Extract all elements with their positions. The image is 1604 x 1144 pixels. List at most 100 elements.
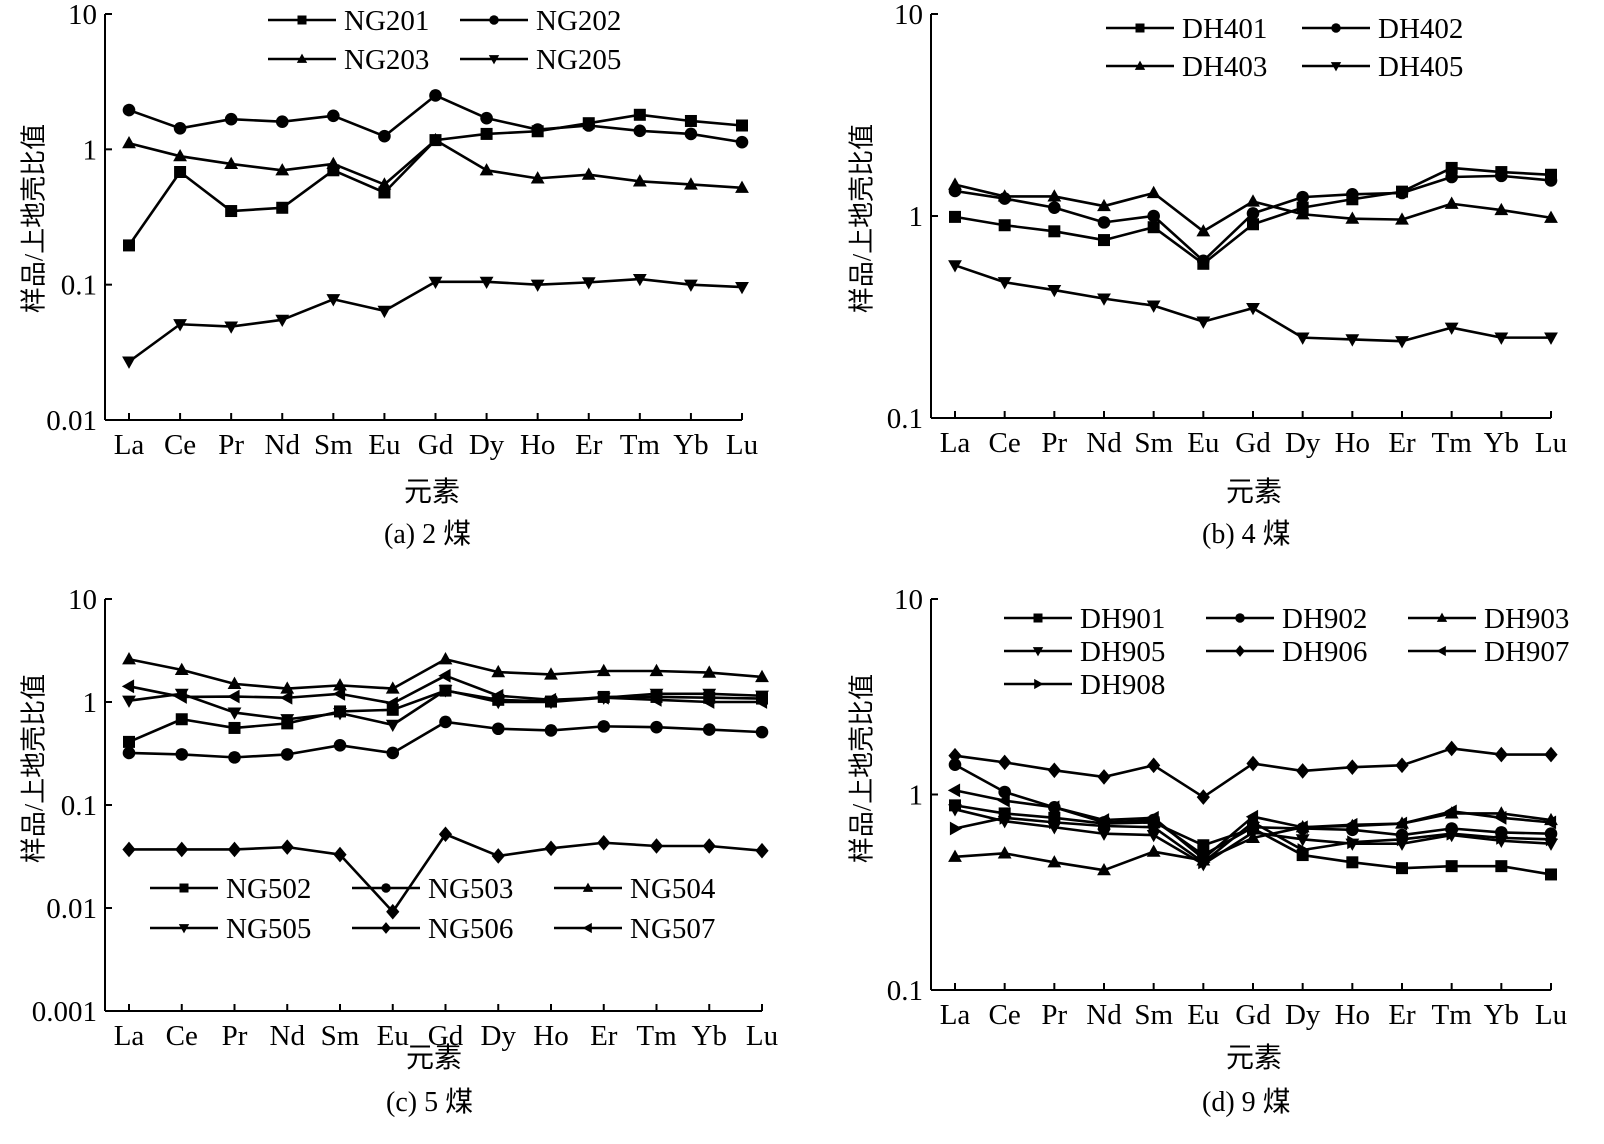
- chart-d-xtick-label: Lu: [1535, 999, 1567, 1031]
- chart-a-point-NG202: [327, 109, 340, 123]
- chart-d-point-DH901: [1545, 868, 1557, 881]
- chart-d-point-DH903: [948, 849, 962, 862]
- chart-a-legend-label: NG202: [536, 5, 621, 37]
- chart-d-xtick-label: Pr: [1041, 999, 1067, 1031]
- chart-c-point-NG502: [228, 721, 241, 734]
- chart-b-point-DH405: [1146, 300, 1161, 313]
- chart-a-point-NG202: [582, 119, 596, 132]
- chart-b-point-DH403: [1494, 202, 1509, 216]
- chart-a-point-NG205: [224, 321, 239, 334]
- chart-b-point-DH405: [948, 260, 962, 273]
- chart-d-point-DH903: [1047, 855, 1062, 868]
- chart-d-point-DH901: [1346, 856, 1359, 869]
- chart-c-point-NG504: [333, 678, 347, 691]
- chart-d-xtick-label: Nd: [1086, 999, 1122, 1031]
- chart-c-legend-item: NG504: [554, 873, 716, 905]
- chart-d-point-DH902: [948, 758, 962, 772]
- chart-d-ytick-label: 10: [894, 584, 923, 616]
- chart-c-xtick-label: Nd: [270, 1020, 306, 1052]
- chart-d-legend-label: DH901: [1080, 603, 1165, 635]
- chart-d-xtick-label: Eu: [1187, 999, 1219, 1031]
- chart-d-legend-marker: [1235, 645, 1245, 657]
- chart-b-legend-marker: [1331, 23, 1341, 33]
- chart-a-point-NG202: [378, 129, 391, 143]
- chart-a-xtick-label: Ce: [164, 429, 196, 461]
- chart-a-legend-marker: [297, 15, 307, 25]
- chart-d-point-DH901: [1197, 839, 1210, 852]
- chart-c-point-NG506: [386, 903, 400, 920]
- chart-b-point-DH402: [1296, 190, 1309, 204]
- chart-d-legend-marker: [1033, 613, 1043, 623]
- chart-c-legend-label: NG504: [630, 873, 716, 905]
- chart-d-point-DH906: [1047, 762, 1061, 779]
- chart-c-point-NG503: [333, 738, 347, 752]
- chart-a-point-NG205: [479, 276, 494, 289]
- chart-a-line-NG203: [128, 138, 743, 190]
- chart-a-point-NG202: [224, 112, 238, 126]
- chart-c-ytick-label: 0.1: [61, 790, 97, 822]
- chart-c-legend: NG502 NG503 NG504 NG505 NG506 NG507: [150, 873, 716, 945]
- chart-a-point-NG202: [633, 124, 647, 138]
- chart-c-point-NG504: [544, 667, 558, 680]
- chart-c-point-NG506: [122, 841, 136, 858]
- chart-c-point-NG503: [597, 720, 611, 733]
- chart-a-xtick-label: Gd: [418, 429, 454, 461]
- chart-a-ylabel: 样品/上地壳比值: [19, 123, 49, 314]
- chart-a-xtick-label: Er: [575, 429, 603, 461]
- chart-c-point-NG503: [280, 748, 294, 761]
- chart-c-legend-marker: [582, 922, 592, 934]
- chart-d-point-DH905: [1246, 827, 1260, 840]
- chart-b-point-DH402: [1246, 207, 1260, 220]
- chart-a-legend-marker: [296, 53, 308, 63]
- chart-b-xtick-label: Pr: [1041, 427, 1067, 459]
- chart-c-legend-marker: [178, 924, 190, 934]
- chart-a-point-NG203: [275, 163, 290, 176]
- chart-c-point-NG506: [175, 841, 189, 858]
- chart-c-ytick-label: 1: [83, 687, 98, 719]
- chart-c-point-NG505: [227, 707, 242, 720]
- chart-a-point-NG201: [225, 205, 238, 218]
- chart-b-point-DH405: [997, 277, 1012, 290]
- chart-a-xtick-label: Dy: [469, 429, 505, 461]
- chart-c-point-NG506: [227, 841, 242, 858]
- chart-c-point-NG506: [755, 842, 769, 859]
- chart-b-series-DH403: [948, 177, 1558, 237]
- chart-a-legend-marker: [488, 55, 500, 65]
- chart-b-point-DH402: [1544, 174, 1558, 187]
- chart-d-xtick-label: Er: [1388, 999, 1416, 1031]
- chart-a-point-NG203: [224, 156, 239, 170]
- chart-d-point-DH908: [949, 821, 963, 836]
- chart-c-point-NG504: [596, 663, 611, 677]
- chart-c-point-NG505: [280, 714, 295, 727]
- chart-a-point-NG203: [632, 174, 647, 187]
- chart-c-legend-label: NG506: [428, 913, 513, 945]
- chart-d-point-DH907: [1494, 810, 1507, 825]
- chart-c-point-NG506: [280, 839, 294, 855]
- chart-d-point-DH907: [1543, 815, 1557, 830]
- chart-d-point-DH905: [948, 804, 962, 817]
- chart-b-point-DH402: [1495, 169, 1508, 183]
- chart-c-point-NG506: [544, 840, 558, 857]
- chart-c-point-NG503: [544, 724, 558, 737]
- chart-c-point-NG507: [385, 696, 398, 711]
- chart-b-point-DH405: [1494, 332, 1509, 345]
- chart-c-point-NG503: [755, 725, 769, 739]
- chart-a-xtick-label: Pr: [218, 429, 244, 461]
- chart-c-legend-item: NG503: [352, 873, 513, 905]
- chart-b-point-DH402: [1147, 209, 1160, 223]
- chart-c-xtick-label: Ho: [533, 1020, 568, 1052]
- chart-d-point-DH908: [1198, 855, 1211, 870]
- chart-a-point-NG202: [480, 111, 493, 125]
- chart-a-caption: (a) 2 煤: [384, 519, 472, 550]
- chart-d-legend-label: DH906: [1282, 636, 1367, 668]
- chart-c-point-NG503: [386, 746, 400, 760]
- chart-c-xtick-label: Gd: [428, 1020, 464, 1052]
- chart-d-series-DH906: [948, 740, 1558, 805]
- chart-a-xtick-label: Sm: [314, 429, 353, 461]
- chart-d-point-DH908: [1446, 826, 1459, 841]
- chart-c-caption: (c) 5 煤: [386, 1087, 474, 1118]
- chart-b-legend-item: DH401: [1106, 13, 1267, 45]
- chart-a-point-NG202: [531, 123, 544, 136]
- chart-b-point-DH403: [1246, 194, 1260, 207]
